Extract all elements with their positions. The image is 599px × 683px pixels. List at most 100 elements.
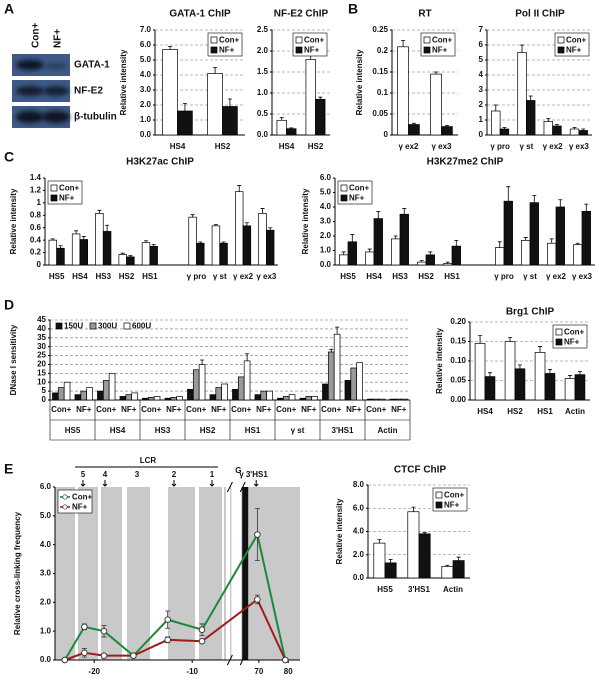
y-tick-label: 0.05 <box>450 376 466 385</box>
blot-band <box>45 63 67 69</box>
bar <box>397 46 409 136</box>
error-bar <box>568 375 573 379</box>
bar <box>187 388 194 401</box>
gene-label: γ 3'HS1 <box>239 470 268 479</box>
legend-swatch <box>555 338 563 346</box>
bar <box>254 394 262 401</box>
bar <box>192 369 200 401</box>
legend-label: Con+ <box>219 36 240 45</box>
legend-label: Con+ <box>564 328 585 337</box>
bar <box>95 213 104 266</box>
bar <box>452 560 465 579</box>
y-tick-label: 0.0 <box>257 130 269 139</box>
legend-marker <box>62 494 68 500</box>
bar <box>373 542 386 579</box>
x-tick-label: NF+ <box>166 405 182 414</box>
bar <box>372 398 380 401</box>
bar <box>170 396 178 401</box>
bar <box>544 373 556 401</box>
bar <box>503 200 513 266</box>
y-tick-label: 6.0 <box>40 482 52 491</box>
blot-band <box>16 86 44 96</box>
group-label: γ st <box>291 426 305 435</box>
bar <box>288 394 296 401</box>
error-bar <box>402 208 407 215</box>
error-bar <box>445 564 450 567</box>
bar <box>118 254 127 266</box>
panel-letter: C <box>4 149 14 165</box>
bar <box>495 247 505 266</box>
error-bar <box>58 245 63 249</box>
y-tick-label: 0.20 <box>450 317 466 326</box>
y-tick-label: 5 <box>479 55 484 64</box>
point <box>100 627 108 635</box>
error-bar <box>128 255 133 257</box>
chart-title: H3K27me2 ChIP <box>427 157 504 168</box>
error-bar <box>377 539 382 544</box>
x-tick-label: γ ex3 <box>569 142 590 151</box>
y-tick-label: 1 <box>479 115 484 124</box>
bar <box>198 364 206 401</box>
y-tick-label: 6.0 <box>140 40 152 49</box>
error-bar <box>497 241 502 248</box>
bar <box>547 242 557 266</box>
panel-letter: E <box>4 461 13 477</box>
x-tick-label: γ st <box>519 142 533 151</box>
y-axis-label: Relative intensity <box>435 328 444 394</box>
x-tick-label: HS1 <box>444 272 460 281</box>
bar <box>573 244 583 266</box>
bar <box>441 126 453 136</box>
y-tick-label: 1.0 <box>140 115 152 124</box>
point <box>81 623 88 631</box>
x-tick-label: NF+ <box>121 405 137 414</box>
legend-swatch <box>123 322 131 330</box>
y-tick-label: 1.0 <box>257 88 269 97</box>
y-tick-label: 4.0 <box>353 527 365 536</box>
bar <box>552 125 562 136</box>
legend-swatch <box>340 184 348 192</box>
x-tick-label: Con+ <box>141 405 162 414</box>
y-tick-label: 25 <box>37 351 46 360</box>
legend-swatch <box>55 322 63 330</box>
x-tick-label: HS3 <box>392 272 408 281</box>
y-tick-label: 0.10 <box>450 356 466 365</box>
stripe <box>150 487 168 660</box>
y-tick-label: 5.0 <box>140 55 152 64</box>
y-tick-label: 0 <box>479 130 484 139</box>
x-tick-label: HS1 <box>142 272 158 281</box>
group-label: HS4 <box>110 426 126 435</box>
error-bar <box>213 224 218 226</box>
legend-swatch <box>50 184 58 192</box>
y-tick-label: 0.5 <box>257 109 269 118</box>
error-bar <box>419 260 424 263</box>
y-tick-label: 0 <box>42 395 47 404</box>
y-tick-label: 1 <box>37 198 42 207</box>
bar <box>162 49 178 136</box>
error-bar <box>558 199 563 207</box>
gene-bar <box>242 487 249 660</box>
error-bar <box>367 248 372 252</box>
chart-title: Pol II ChIP <box>515 9 565 20</box>
x-tick-label: Actin <box>565 407 585 416</box>
error-bar <box>190 214 195 218</box>
error-bar <box>456 556 461 561</box>
y-tick-label: 0.05 <box>372 109 388 118</box>
y-tick-label: 0.1 <box>377 88 389 97</box>
point <box>100 652 108 659</box>
y-tick-label: 30 <box>37 342 46 351</box>
point <box>198 626 206 633</box>
bar <box>564 378 576 401</box>
bar <box>569 128 580 136</box>
bar <box>57 387 65 401</box>
y-tick-label: 20 <box>37 360 46 369</box>
legend-swatch <box>435 491 443 499</box>
error-bar <box>411 122 416 125</box>
bar <box>373 218 383 266</box>
bar <box>378 398 386 401</box>
legend-label: Con+ <box>444 491 465 500</box>
error-bar <box>577 371 582 375</box>
y-tick-label: 2.0 <box>320 231 332 240</box>
y-tick-label: 7.0 <box>140 25 152 34</box>
error-bar <box>244 222 249 226</box>
